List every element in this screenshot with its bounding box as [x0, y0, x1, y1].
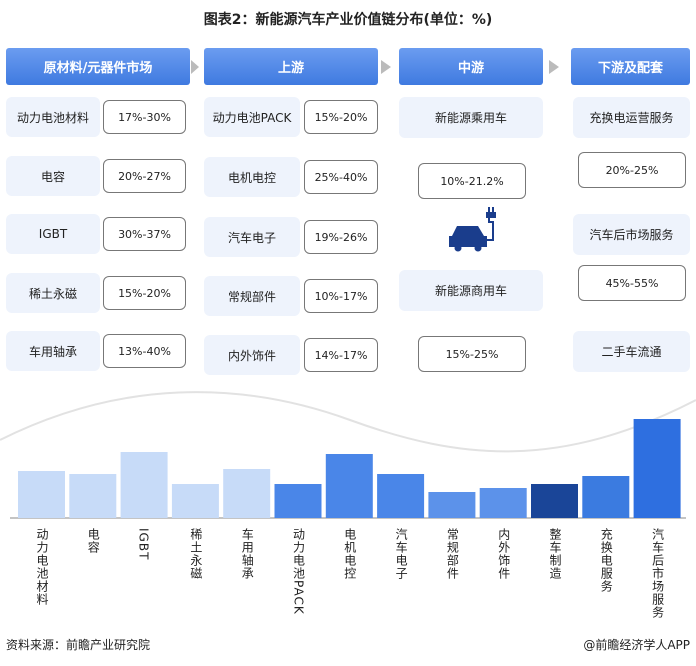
bar [274, 484, 322, 518]
source: 资料来源：前瞻产业研究院 [6, 637, 151, 652]
column-header: 中游 [399, 48, 543, 85]
item-label: 动力电池PACK [204, 97, 300, 137]
category-label: 动力电池PACK [291, 528, 306, 615]
item-label: 内外饰件 [204, 335, 300, 375]
category-label: 充换电服务 [599, 528, 614, 593]
category-label: 电机电控 [342, 528, 357, 580]
category-label: 汽车后市场服务 [650, 528, 665, 619]
column-header: 原材料/元器件市场 [6, 48, 190, 85]
item-value: 25%-40% [304, 160, 378, 194]
item-label: 车用轴承 [6, 331, 100, 371]
item-value: 45%-55% [578, 265, 686, 301]
item-label: 二手车流通 [573, 331, 690, 372]
category-label: 动力电池材料 [35, 528, 49, 606]
item-label: 电机电控 [204, 157, 300, 197]
category-label: IGBT [136, 528, 151, 561]
bar [531, 484, 578, 518]
bar [325, 454, 373, 518]
item-value: 19%-26% [304, 220, 378, 254]
category-label: 稀土永磁 [188, 528, 203, 580]
item-label: 汽车电子 [204, 217, 300, 257]
title: 图表2：新能源汽车产业价值链分布(单位：%) [203, 12, 493, 28]
bar [120, 452, 168, 518]
item-label: 汽车后市场服务 [573, 214, 690, 255]
column-header: 上游 [204, 48, 378, 85]
item-value: 15%-25% [418, 336, 526, 372]
item-label: IGBT [6, 214, 100, 254]
arrow [549, 60, 559, 74]
bar [582, 476, 630, 518]
item-label: 常规部件 [204, 276, 300, 316]
category-label: 车用轴承 [240, 528, 255, 580]
item-label: 新能源商用车 [399, 270, 543, 311]
bar [377, 474, 425, 518]
car-icon [449, 207, 496, 252]
item-value: 14%-17% [304, 338, 378, 372]
item-value: 10%-17% [304, 279, 378, 313]
bar [18, 471, 65, 518]
item-value: 15%-20% [103, 276, 186, 310]
bar [69, 474, 117, 518]
item-value: 30%-37% [103, 217, 186, 251]
item-label: 稀土永磁 [6, 273, 100, 313]
item-value: 17%-30% [103, 100, 186, 134]
item-value: 20%-27% [103, 159, 186, 193]
item-label: 电容 [6, 156, 100, 196]
bar [223, 469, 271, 518]
item-label: 充换电运营服务 [573, 97, 690, 138]
credit: @前瞻经济学人APP [583, 637, 690, 652]
category-label: 电容 [86, 528, 101, 554]
item-label: 动力电池材料 [6, 97, 100, 137]
category-label: 汽车电子 [394, 528, 409, 580]
item-label: 新能源乘用车 [399, 97, 543, 138]
bar [171, 484, 219, 518]
bar [479, 488, 527, 518]
arrow [381, 60, 391, 74]
item-value: 13%-40% [103, 334, 186, 368]
item-value: 20%-25% [578, 152, 686, 188]
category-label: 整车制造 [548, 528, 562, 580]
bar [428, 492, 476, 518]
column-header: 下游及配套 [571, 48, 690, 85]
wave [0, 391, 696, 453]
item-value: 15%-20% [304, 100, 378, 134]
arrow [191, 60, 199, 74]
category-label: 常规部件 [445, 528, 460, 580]
item-value: 10%-21.2% [418, 163, 526, 199]
category-label: 内外饰件 [496, 528, 511, 580]
bar [633, 419, 681, 518]
